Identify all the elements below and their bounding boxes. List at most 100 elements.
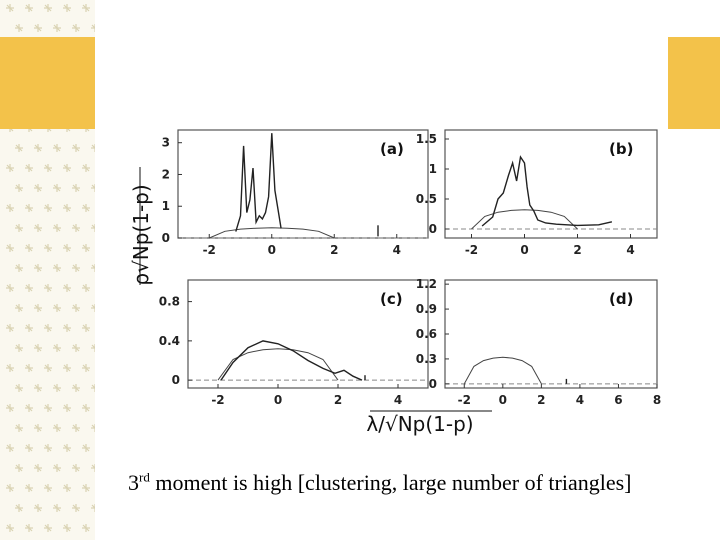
sparkle-icon bbox=[25, 484, 33, 492]
y-tick-label: 2 bbox=[162, 167, 170, 181]
sparkle-icon bbox=[44, 164, 52, 172]
caption-text: moment is high [clustering, large number… bbox=[149, 470, 632, 495]
x-tick-label: 4 bbox=[394, 393, 402, 407]
sparkle-icon bbox=[53, 184, 61, 192]
y-tick-label: 0.9 bbox=[416, 302, 437, 316]
caption-superscript: rd bbox=[139, 469, 150, 485]
sparkle-icon bbox=[53, 264, 61, 272]
caption-number: 3 bbox=[128, 470, 139, 495]
sparkle-icon bbox=[34, 304, 42, 312]
sparkle-icon bbox=[15, 184, 23, 192]
sparkle-icon bbox=[15, 304, 23, 312]
sparkle-icon bbox=[34, 224, 42, 232]
sparkle-icon bbox=[44, 364, 52, 372]
sparkle-icon bbox=[15, 504, 23, 512]
sparkle-icon bbox=[34, 344, 42, 352]
panel-frame bbox=[444, 279, 658, 389]
y-axis-label: ρ√Np(1-p) bbox=[129, 184, 153, 285]
panel-label: (a) bbox=[380, 140, 404, 158]
x-tick-label: 8 bbox=[653, 393, 661, 407]
sparkle-icon bbox=[91, 24, 95, 32]
sparkle-icon bbox=[15, 224, 23, 232]
y-tick-label: 0 bbox=[429, 222, 437, 236]
sparkle-icon bbox=[53, 224, 61, 232]
accent-bar-left bbox=[0, 37, 95, 129]
sparkle-icon bbox=[53, 464, 61, 472]
x-tick-label: 2 bbox=[573, 243, 581, 257]
sparkle-icon bbox=[72, 24, 80, 32]
sparkle-icon bbox=[53, 24, 61, 32]
chart-panel: -2 0 2 4 0 0.5 1 1.5 (b) bbox=[416, 129, 658, 257]
x-tick-label: -2 bbox=[203, 243, 216, 257]
y-tick-label: 1.2 bbox=[416, 277, 437, 291]
panel-label: (d) bbox=[609, 290, 633, 308]
sparkle-icon bbox=[91, 184, 95, 192]
chart-panel: -2 0 2 4 0 0.4 0.8 (c) bbox=[159, 279, 429, 407]
sparkle-icon bbox=[25, 244, 33, 252]
sparkle-icon bbox=[6, 284, 14, 292]
sparkle-icon bbox=[15, 264, 23, 272]
sparkle-icon bbox=[25, 404, 33, 412]
sparkle-icon bbox=[34, 464, 42, 472]
sparkle-icon bbox=[34, 384, 42, 392]
sparkle-icon bbox=[72, 184, 80, 192]
sparkle-icon bbox=[91, 424, 95, 432]
sparkle-icon bbox=[25, 364, 33, 372]
sparkle-icon bbox=[82, 164, 90, 172]
y-tick-label: 0.4 bbox=[159, 334, 180, 348]
x-tick-label: 0 bbox=[268, 243, 276, 257]
sparkle-icon bbox=[63, 324, 71, 332]
sparkle-icon bbox=[44, 444, 52, 452]
y-tick-label: 0.8 bbox=[159, 295, 180, 309]
sparkle-icon bbox=[53, 144, 61, 152]
series-line bbox=[471, 209, 578, 230]
series-line bbox=[220, 340, 363, 381]
sparkle-icon bbox=[44, 324, 52, 332]
y-tick-label: 0 bbox=[429, 377, 437, 391]
sparkle-icon bbox=[63, 524, 71, 532]
y-tick-label: 1.5 bbox=[416, 132, 437, 146]
sparkle-icon bbox=[25, 4, 33, 12]
sparkle-icon bbox=[44, 404, 52, 412]
series-line bbox=[463, 356, 542, 385]
sparkle-icon bbox=[72, 504, 80, 512]
sparkle-icon bbox=[72, 464, 80, 472]
x-tick-label: -2 bbox=[211, 393, 224, 407]
panel-label: (c) bbox=[380, 290, 403, 308]
sparkle-icon bbox=[34, 264, 42, 272]
series-line bbox=[235, 133, 282, 232]
slide-caption: 3rd moment is high [clustering, large nu… bbox=[128, 470, 632, 496]
x-tick-label: 4 bbox=[626, 243, 634, 257]
sparkle-icon bbox=[44, 244, 52, 252]
sparkle-pattern bbox=[6, 4, 95, 532]
sparkle-icon bbox=[82, 244, 90, 252]
sparkle-icon bbox=[25, 204, 33, 212]
sparkle-icon bbox=[72, 304, 80, 312]
sparkle-icon bbox=[63, 164, 71, 172]
sparkle-icon bbox=[15, 424, 23, 432]
sparkle-icon bbox=[63, 204, 71, 212]
x-tick-label: 2 bbox=[537, 393, 545, 407]
sparkle-icon bbox=[82, 284, 90, 292]
sparkle-icon bbox=[72, 344, 80, 352]
series-line bbox=[209, 227, 335, 239]
x-tick-label: 4 bbox=[576, 393, 584, 407]
sparkle-icon bbox=[63, 364, 71, 372]
sparkle-icon bbox=[6, 404, 14, 412]
sparkle-icon bbox=[25, 444, 33, 452]
sparkle-icon bbox=[72, 424, 80, 432]
sparkle-icon bbox=[34, 144, 42, 152]
sparkle-icon bbox=[34, 24, 42, 32]
sparkle-icon bbox=[53, 304, 61, 312]
sparkle-icon bbox=[63, 484, 71, 492]
x-tick-label: 0 bbox=[520, 243, 528, 257]
y-tick-label: 1 bbox=[162, 199, 170, 213]
sparkle-icon bbox=[53, 384, 61, 392]
sparkle-icon bbox=[53, 424, 61, 432]
sparkle-icon bbox=[6, 524, 14, 532]
sparkle-icon bbox=[72, 224, 80, 232]
y-tick-label: 0 bbox=[162, 231, 170, 245]
sparkle-icon bbox=[72, 144, 80, 152]
x-tick-label: 0 bbox=[274, 393, 282, 407]
y-tick-label: 0.6 bbox=[416, 327, 437, 341]
